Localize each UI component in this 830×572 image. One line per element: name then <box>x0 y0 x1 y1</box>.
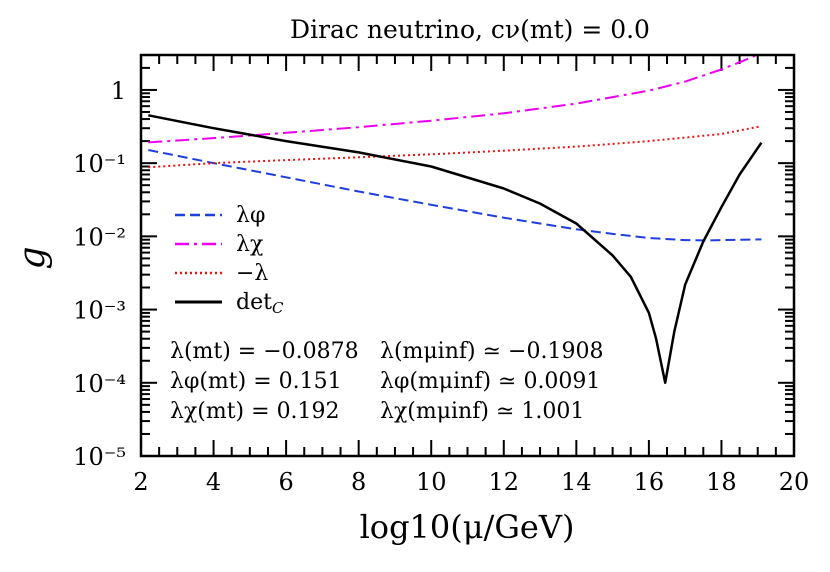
annotations: λ(mt) = −0.0878 λ(mμinf) ≃ −0.1908 λφ(mt) … <box>170 339 603 424</box>
legend-label: detC <box>236 290 284 317</box>
x-tick-labels: 2 4 6 8 10 12 14 16 18 20 <box>133 468 809 496</box>
x-tick-label: 2 <box>133 468 148 496</box>
annotation-right: λ(mμinf) ≃ −0.1908 <box>380 339 603 364</box>
y-tick-label: 10⁻¹ <box>73 150 126 178</box>
x-axis-label: log10(μ/GeV) <box>360 508 575 546</box>
annotation-right: λχ(mμinf) ≃ 1.001 <box>380 399 584 424</box>
annotation-left: λ(mt) = −0.0878 <box>170 339 359 364</box>
legend: λφ λχ −λ detC <box>175 203 284 317</box>
x-tick-label: 18 <box>706 468 737 496</box>
annotation-right: λφ(mμinf) ≃ 0.0091 <box>380 369 600 394</box>
series-line <box>148 114 763 385</box>
x-tick-label: 10 <box>416 468 447 496</box>
y-axis-label: g <box>12 246 53 269</box>
chart-title: Dirac neutrino, cν(mt) = 0.0 <box>290 15 650 44</box>
x-tick-label: 12 <box>489 468 520 496</box>
series-line <box>148 55 760 144</box>
y-tick-label: 1 <box>111 77 126 105</box>
x-tick-label: 20 <box>779 468 810 496</box>
y-tick-label: 10⁻⁵ <box>73 443 126 471</box>
y-tick-label: 10⁻² <box>73 223 126 251</box>
x-tick-label: 6 <box>278 468 293 496</box>
annotation-left: λφ(mt) = 0.151 <box>170 369 342 394</box>
series-group <box>148 55 763 385</box>
x-tick-label: 14 <box>561 468 592 496</box>
legend-label-sub: C <box>272 299 284 317</box>
x-tick-label: 4 <box>206 468 221 496</box>
x-tick-label: 16 <box>634 468 665 496</box>
series-line <box>148 149 762 242</box>
legend-label: −λ <box>236 261 268 286</box>
series-line <box>148 125 762 169</box>
plot-frame <box>139 53 796 458</box>
legend-label: λφ <box>236 203 265 228</box>
legend-label: λχ <box>236 232 263 257</box>
annotation-left: λχ(mt) = 0.192 <box>170 399 340 424</box>
y-tick-label: 10⁻⁴ <box>73 370 126 398</box>
x-tick-label: 8 <box>351 468 366 496</box>
y-tick-labels: 1 10⁻¹ 10⁻² 10⁻³ 10⁻⁴ 10⁻⁵ <box>73 77 126 471</box>
y-tick-label: 10⁻³ <box>73 297 126 325</box>
